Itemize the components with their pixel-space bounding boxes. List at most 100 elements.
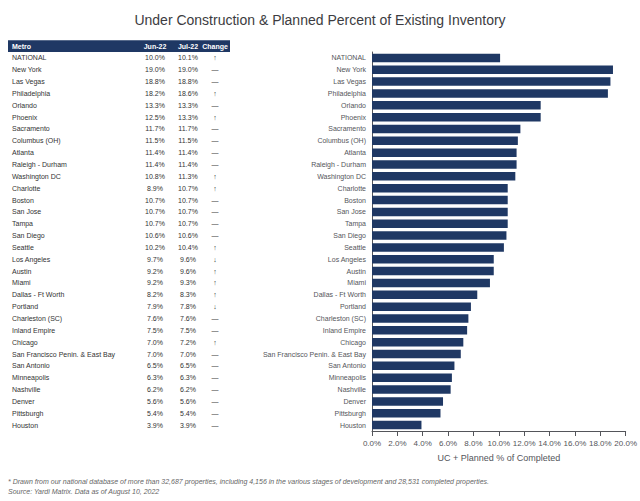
svg-text:18.2%: 18.2%: [145, 90, 165, 97]
svg-text:↑: ↑: [213, 90, 217, 97]
svg-text:Minneapolis: Minneapolis: [329, 374, 367, 382]
svg-text:UC + Planned % of Completed: UC + Planned % of Completed: [437, 453, 560, 463]
svg-text:5.4%: 5.4%: [147, 410, 163, 417]
svg-text:Seattle: Seattle: [12, 244, 34, 251]
svg-text:6.2%: 6.2%: [180, 386, 196, 393]
svg-text:8.9%: 8.9%: [147, 185, 163, 192]
svg-text:10.8%: 10.8%: [145, 173, 165, 180]
svg-text:San Francisco Penin. & East Ba: San Francisco Penin. & East Bay: [12, 351, 116, 359]
svg-text:9.2%: 9.2%: [147, 268, 163, 275]
svg-text:Change: Change: [202, 43, 228, 51]
svg-text:—: —: [212, 398, 219, 405]
svg-text:11.4%: 11.4%: [145, 149, 164, 156]
svg-text:Tampa: Tampa: [12, 220, 33, 228]
svg-text:6.5%: 6.5%: [147, 362, 163, 369]
svg-text:7.0%: 7.0%: [147, 351, 163, 358]
svg-text:Austin: Austin: [12, 268, 32, 275]
svg-text:Miami: Miami: [347, 279, 366, 286]
svg-text:7.6%: 7.6%: [180, 315, 196, 322]
svg-text:Charlotte: Charlotte: [12, 185, 41, 192]
svg-text:11.5%: 11.5%: [145, 137, 164, 144]
svg-text:6.5%: 6.5%: [180, 362, 196, 369]
svg-text:↑: ↑: [213, 244, 217, 251]
svg-text:—: —: [212, 208, 219, 215]
svg-text:7.0%: 7.0%: [147, 339, 163, 346]
svg-text:18.8%: 18.8%: [145, 78, 165, 85]
svg-text:↑: ↑: [213, 339, 217, 346]
svg-text:Sacramento: Sacramento: [328, 125, 366, 132]
svg-text:11.7%: 11.7%: [178, 125, 197, 132]
svg-text:↑: ↑: [213, 185, 217, 192]
svg-text:Nashville: Nashville: [12, 386, 41, 393]
svg-text:Las Vegas: Las Vegas: [333, 78, 366, 86]
svg-text:—: —: [212, 220, 219, 227]
svg-text:19.0%: 19.0%: [178, 66, 198, 73]
svg-text:—: —: [212, 78, 219, 85]
svg-text:7.6%: 7.6%: [147, 315, 163, 322]
svg-text:6.3%: 6.3%: [147, 374, 163, 381]
svg-text:7.0%: 7.0%: [180, 351, 196, 358]
svg-text:6.3%: 6.3%: [180, 374, 196, 381]
svg-text:13.3%: 13.3%: [178, 114, 198, 121]
svg-text:10.1%: 10.1%: [178, 54, 198, 61]
svg-text:Jun-22: Jun-22: [144, 43, 167, 50]
svg-text:5.4%: 5.4%: [180, 410, 196, 417]
svg-text:13.3%: 13.3%: [145, 102, 165, 109]
svg-text:↑: ↑: [213, 173, 217, 180]
svg-text:10.7%: 10.7%: [145, 197, 165, 204]
svg-text:New York: New York: [336, 66, 366, 73]
svg-text:—: —: [212, 362, 219, 369]
svg-text:San Diego: San Diego: [333, 232, 366, 240]
svg-text:Chicago: Chicago: [12, 339, 38, 347]
svg-text:10.2%: 10.2%: [145, 244, 165, 251]
svg-text:2.0%: 2.0%: [388, 439, 406, 448]
svg-text:—: —: [212, 161, 219, 168]
svg-text:Houston: Houston: [340, 422, 366, 429]
svg-text:Austin: Austin: [347, 268, 367, 275]
svg-text:5.6%: 5.6%: [180, 398, 196, 405]
svg-text:—: —: [212, 232, 219, 239]
svg-text:5.6%: 5.6%: [147, 398, 163, 405]
svg-text:Portland: Portland: [340, 303, 366, 310]
svg-text:9.6%: 9.6%: [180, 268, 196, 275]
svg-text:12.0%: 12.0%: [513, 439, 536, 448]
svg-text:9.6%: 9.6%: [180, 256, 196, 263]
svg-text:10.0%: 10.0%: [145, 54, 165, 61]
svg-text:Charleston (SC): Charleston (SC): [12, 315, 62, 323]
svg-text:↑: ↑: [213, 268, 217, 275]
svg-text:Phoenix: Phoenix: [341, 114, 367, 121]
svg-text:Denver: Denver: [12, 398, 35, 405]
svg-text:—: —: [212, 315, 219, 322]
svg-text:Inland Empire: Inland Empire: [12, 327, 55, 335]
svg-text:10.7%: 10.7%: [178, 208, 198, 215]
svg-text:18.0%: 18.0%: [589, 439, 612, 448]
svg-text:Atlanta: Atlanta: [12, 149, 34, 156]
svg-text:—: —: [212, 102, 219, 109]
svg-text:11.4%: 11.4%: [178, 149, 197, 156]
svg-text:Tampa: Tampa: [345, 220, 366, 228]
svg-text:Jul-22: Jul-22: [178, 43, 198, 50]
svg-text:18.6%: 18.6%: [178, 90, 198, 97]
svg-text:San Jose: San Jose: [12, 208, 41, 215]
svg-text:↑: ↑: [213, 279, 217, 286]
svg-text:Boston: Boston: [344, 197, 366, 204]
svg-text:7.8%: 7.8%: [180, 303, 196, 310]
svg-text:Charleston (SC): Charleston (SC): [316, 315, 366, 323]
svg-text:7.9%: 7.9%: [147, 303, 163, 310]
svg-text:—: —: [212, 386, 219, 393]
svg-text:Metro: Metro: [12, 43, 31, 50]
svg-text:10.6%: 10.6%: [145, 232, 165, 239]
svg-text:8.2%: 8.2%: [147, 291, 163, 298]
svg-text:13.3%: 13.3%: [178, 102, 198, 109]
svg-text:9.3%: 9.3%: [180, 279, 196, 286]
svg-text:18.8%: 18.8%: [178, 78, 198, 85]
svg-text:10.6%: 10.6%: [178, 232, 198, 239]
svg-text:6.2%: 6.2%: [147, 386, 163, 393]
svg-text:Columbus (OH): Columbus (OH): [12, 137, 61, 145]
svg-text:Portland: Portland: [12, 303, 38, 310]
svg-text:NATIONAL: NATIONAL: [12, 54, 47, 61]
svg-text:Nashville: Nashville: [338, 386, 367, 393]
svg-text:New York: New York: [12, 66, 42, 73]
svg-text:Denver: Denver: [343, 398, 366, 405]
svg-text:16.0%: 16.0%: [564, 439, 587, 448]
